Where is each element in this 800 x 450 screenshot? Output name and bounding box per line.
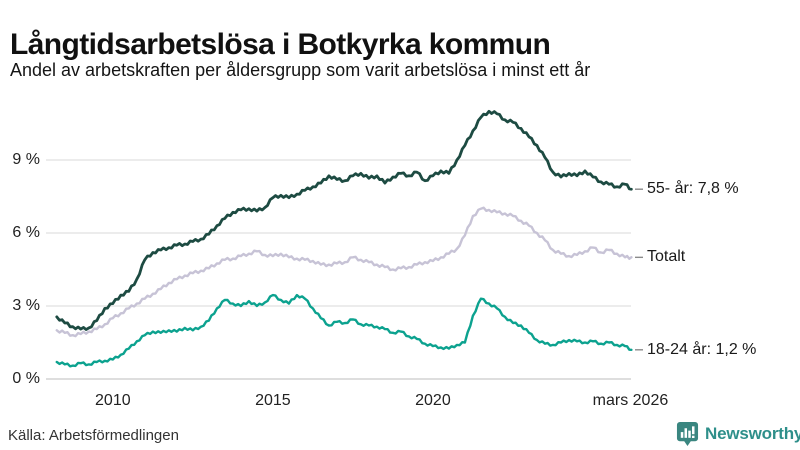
- x-tick-label: mars 2026: [592, 392, 669, 409]
- series-line: [55, 206, 633, 338]
- series-line: [55, 293, 633, 368]
- series-end-label: 18-24 år: 1,2 %: [647, 340, 757, 358]
- newsworthy-icon: [676, 422, 699, 446]
- y-tick-label: 3 %: [12, 297, 40, 314]
- x-tick-label: 2015: [255, 392, 291, 409]
- y-tick-label: 6 %: [12, 224, 40, 241]
- y-tick-label: 9 %: [12, 151, 40, 168]
- series-end-label: 55- år: 7,8 %: [647, 180, 739, 198]
- newsworthy-logo[interactable]: Newsworthy: [676, 421, 800, 447]
- chart-subtitle: Andel av arbetskraften per åldersgrupp s…: [10, 60, 591, 80]
- x-tick-label: 2010: [95, 392, 131, 409]
- x-tick-label: 2020: [415, 392, 451, 409]
- y-tick-label: 0 %: [12, 370, 40, 387]
- newsworthy-wordmark: Newsworthy: [705, 424, 800, 443]
- chart-title: Långtidsarbetslösa i Botkyrka kommun: [10, 28, 551, 62]
- series-line: [55, 109, 633, 332]
- series-end-label: Totalt: [647, 248, 686, 266]
- source-text: Källa: Arbetsförmedlingen: [8, 427, 179, 444]
